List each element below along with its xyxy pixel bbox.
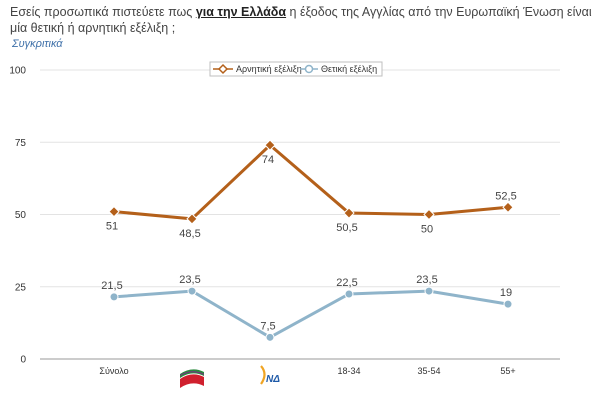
series-layer bbox=[108, 139, 514, 342]
data-point-diamond bbox=[264, 139, 276, 151]
question-text: Εσείς προσωπικά πιστεύετε πως για την Ελ… bbox=[10, 4, 595, 36]
question-part-2: η έξοδος της Αγγλίας από την Ευρωπαϊκή Έ… bbox=[10, 5, 592, 35]
data-labels: 51 48,5 74 50,5 50 52,5 21,5 23,5 7,5 22,5 23,5 19 bbox=[101, 154, 516, 332]
data-label: 19 bbox=[500, 287, 512, 299]
legend-label-positive: Θετική εξέλιξη bbox=[321, 64, 377, 74]
series-line-0 bbox=[112, 143, 510, 221]
y-axis-ticks: 0 25 50 75 100 bbox=[9, 66, 26, 366]
series-line-1 bbox=[112, 289, 510, 339]
x-axis-categories: Σύνολο ΝΔ 18-34 35-54 55+ bbox=[99, 365, 516, 388]
x-category-label: Σύνολο bbox=[99, 366, 128, 376]
x-category-label: 55+ bbox=[500, 366, 515, 376]
data-point-circle bbox=[344, 289, 354, 299]
data-label: 7,5 bbox=[260, 320, 275, 332]
data-label: 50,5 bbox=[336, 222, 357, 234]
data-point-diamond bbox=[502, 201, 514, 213]
data-point-diamond bbox=[423, 208, 435, 221]
data-point-circle bbox=[109, 292, 119, 302]
y-tick-label: 25 bbox=[15, 282, 27, 293]
legend-label-negative: Αρνητική εξέλιξη bbox=[236, 64, 302, 74]
question-part-1: Εσείς προσωπικά πιστεύετε πως bbox=[10, 5, 196, 19]
syriza-logo-green-band bbox=[180, 369, 204, 378]
syriza-logo-purple-band bbox=[180, 371, 204, 376]
legend-item-positive: Θετική εξέλιξη bbox=[300, 64, 377, 74]
legend: Αρνητική εξέλιξη Θετική εξέλιξη bbox=[209, 61, 383, 77]
legend-diamond-marker-icon bbox=[217, 63, 229, 75]
nd-logo-flame bbox=[260, 365, 266, 385]
grid-layer bbox=[40, 69, 560, 360]
chart-subtitle: Συγκριτικά bbox=[12, 38, 63, 50]
y-tick-label: 75 bbox=[15, 138, 27, 149]
data-label: 21,5 bbox=[101, 280, 122, 292]
data-label: 22,5 bbox=[336, 277, 357, 289]
data-label: 23,5 bbox=[416, 274, 437, 286]
syriza-logo-icon bbox=[180, 366, 204, 388]
data-point-circle bbox=[424, 286, 434, 296]
data-label: 52,5 bbox=[495, 190, 516, 202]
data-point-diamond bbox=[343, 207, 355, 219]
y-tick-label: 100 bbox=[9, 66, 26, 77]
legend-circle-marker-icon bbox=[304, 64, 314, 74]
data-point-diamond bbox=[108, 205, 120, 218]
data-label: 74 bbox=[262, 154, 274, 166]
data-label: 51 bbox=[106, 221, 118, 233]
data-point-circle bbox=[187, 286, 197, 296]
data-label: 48,5 bbox=[179, 228, 200, 240]
data-point-circle bbox=[503, 299, 513, 309]
data-point-circle bbox=[265, 332, 275, 342]
nd-logo-text: ΝΔ bbox=[266, 374, 280, 385]
x-category-label: 18-34 bbox=[337, 366, 360, 376]
y-tick-label: 0 bbox=[20, 355, 26, 366]
nd-logo-icon: ΝΔ bbox=[260, 365, 280, 385]
question-emphasis: για την Ελλάδα bbox=[195, 5, 287, 19]
legend-item-negative: Αρνητική εξέλιξη bbox=[213, 63, 302, 75]
syriza-logo-red-band bbox=[180, 374, 204, 388]
data-point-diamond bbox=[186, 213, 198, 225]
y-tick-label: 50 bbox=[15, 210, 27, 221]
legend-frame bbox=[209, 61, 383, 77]
data-label: 50 bbox=[421, 224, 433, 236]
data-label: 23,5 bbox=[179, 274, 200, 286]
x-category-label: 35-54 bbox=[417, 366, 440, 376]
